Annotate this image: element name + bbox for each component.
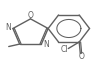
Text: O: O bbox=[28, 11, 33, 20]
Text: O: O bbox=[78, 52, 84, 61]
Text: N: N bbox=[5, 23, 11, 32]
Text: N: N bbox=[43, 40, 49, 49]
Text: Cl: Cl bbox=[60, 45, 68, 54]
